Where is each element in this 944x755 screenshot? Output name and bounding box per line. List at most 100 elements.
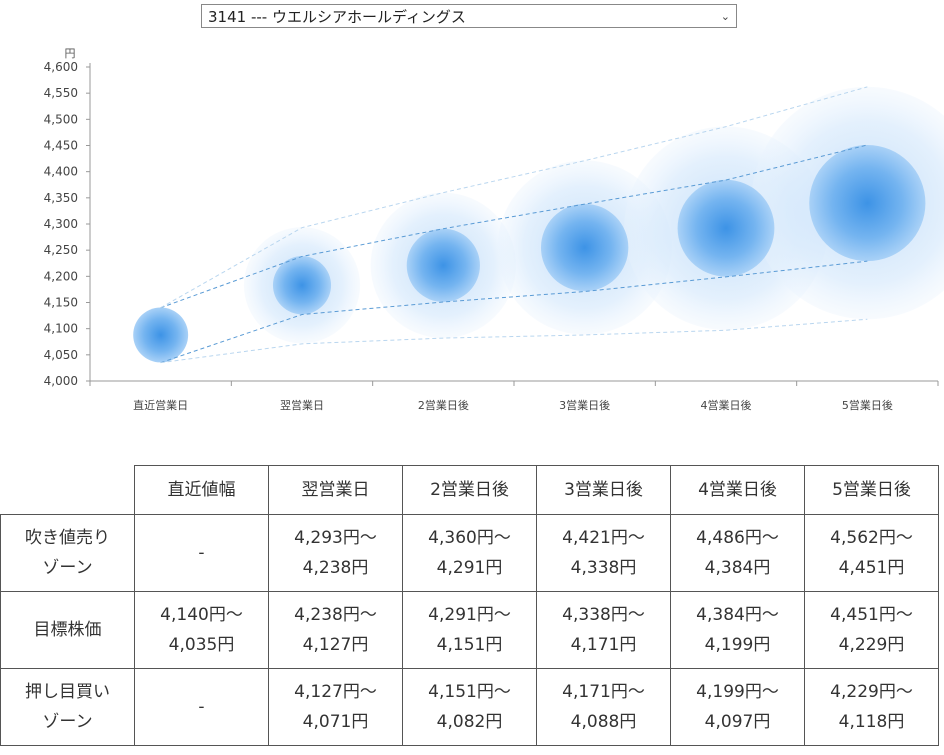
x-tick-label: 5営業日後	[842, 398, 893, 412]
cell-line: 4,097円	[704, 712, 771, 732]
cell-line: 4,199円～	[696, 682, 779, 702]
table-cell: 4,562円～ 4,451円	[804, 514, 939, 592]
table-row: 目標株価 4,140円～ 4,035円 4,238円～ 4,127円 4,291円～ 4,1…	[0, 591, 939, 669]
inner-bubble	[809, 144, 926, 262]
outer-upper-line	[160, 86, 868, 309]
row-header: 押し目買い ゾーン	[0, 668, 135, 746]
stock-select-value: 3141 --- ウエルシアホールディングス	[208, 7, 466, 26]
row-header-line: ゾーン	[42, 712, 93, 732]
cell-line: 4,071円	[302, 712, 369, 732]
cell-line: -	[198, 697, 205, 717]
column-header: 5営業日後	[804, 465, 939, 515]
column-header: 直近値幅	[134, 465, 269, 515]
y-tick-label: 4,500	[44, 112, 78, 126]
table-cell: 4,360円～ 4,291円	[402, 514, 537, 592]
x-tick-label: 3営業日後	[559, 398, 610, 412]
y-tick-label: 4,400	[44, 165, 78, 179]
cell-line: 4,229円	[838, 635, 905, 655]
y-tick-label: 4,050	[44, 348, 78, 362]
cell-line: 4,199円	[704, 635, 771, 655]
cell-line: 4,171円～	[562, 682, 645, 702]
zone-table: 直近値幅 翌営業日 2営業日後 3営業日後 4営業日後 5営業日後 吹き値売り ゾーン - 4,…	[0, 465, 939, 746]
cell-line: 4,421円～	[562, 528, 645, 548]
cell-line: 4,451円～	[830, 605, 913, 625]
x-tick-label: 2営業日後	[418, 398, 469, 412]
cell-line: 4,171円	[570, 635, 637, 655]
cell-line: 4,338円～	[562, 605, 645, 625]
table-cell: 4,199円～ 4,097円	[670, 668, 805, 746]
table-cell: 4,293円～ 4,238円	[268, 514, 403, 592]
outer-lower-line	[160, 318, 868, 364]
cell-line: 4,384円	[704, 558, 771, 578]
cell-line: 4,562円～	[830, 528, 913, 548]
band-upper-line	[160, 144, 868, 309]
cell-line: 4,118円	[838, 712, 905, 732]
y-tick-label: 4,350	[44, 191, 78, 205]
cell-line: 4,082円	[436, 712, 503, 732]
table-row: 押し目買いゾーン - 4,127円～ 4,071円 4,151円～ 4,082円 4,171…	[0, 668, 939, 746]
cell-line: 4,384円～	[696, 605, 779, 625]
column-header: 3営業日後	[536, 465, 671, 515]
cell-line: 4,035円	[168, 635, 235, 655]
cell-line: -	[198, 543, 205, 563]
table-cell: 4,171円～ 4,088円	[536, 668, 671, 746]
y-tick-label: 4,100	[44, 322, 78, 336]
table-cell: 4,291円～ 4,151円	[402, 591, 537, 669]
forecast-chart: 円 4,000 4,050 4,100 4,150 4,200 4,250 4,300 4,35…	[44, 47, 944, 412]
y-tick-label: 4,150	[44, 296, 78, 310]
cell-line: 4,293円～	[294, 528, 377, 548]
x-tick-label: 直近営業日	[133, 398, 188, 412]
table-cell: 4,140円～ 4,035円	[134, 591, 269, 669]
table-cell: 4,238円～ 4,127円	[268, 591, 403, 669]
x-tick-label: 4営業日後	[701, 398, 752, 412]
cell-line: 4,127円	[302, 635, 369, 655]
y-tick-label: 4,450	[44, 139, 78, 153]
y-unit-label: 円	[65, 47, 76, 60]
table-corner	[0, 465, 135, 515]
band-lower-line	[160, 260, 868, 364]
table-cell: 4,421円～ 4,338円	[536, 514, 671, 592]
cell-line: 4,238円	[302, 558, 369, 578]
y-tick-label: 4,300	[44, 217, 78, 231]
cell-line: 4,338円	[570, 558, 637, 578]
table-cell: 4,384円～ 4,199円	[670, 591, 805, 669]
cell-line: 4,140円～	[160, 605, 243, 625]
row-header-line: 目標株価	[33, 620, 102, 640]
cell-line: 4,088円	[570, 712, 637, 732]
row-header: 目標株価	[0, 591, 135, 669]
inner-bubble	[406, 228, 480, 302]
table-cell: 4,151円～ 4,082円	[402, 668, 537, 746]
table-row: 吹き値売り ゾーン - 4,293円～ 4,238円 4,360円～ 4,291円 4,421…	[0, 514, 939, 592]
table-cell: 4,127円～ 4,071円	[268, 668, 403, 746]
table-header-row: 直近値幅 翌営業日 2営業日後 3営業日後 4営業日後 5営業日後	[0, 465, 939, 515]
cell-line: 4,229円～	[830, 682, 913, 702]
cell-line: 4,127円～	[294, 682, 377, 702]
table-cell: -	[134, 514, 269, 592]
y-tick-label: 4,550	[44, 86, 78, 100]
cell-line: 4,151円	[436, 635, 503, 655]
table-cell: 4,338円～ 4,171円	[536, 591, 671, 669]
cell-line: 4,291円～	[428, 605, 511, 625]
inner-bubble	[677, 179, 775, 277]
row-header-line: 吹き値売り	[25, 528, 110, 548]
x-tick-label: 翌営業日	[280, 398, 324, 412]
cell-line: 4,151円～	[428, 682, 511, 702]
cell-line: 4,360円～	[428, 528, 511, 548]
table-cell: 4,229円～ 4,118円	[804, 668, 939, 746]
row-header-line: 押し目買い	[25, 682, 110, 702]
stock-select[interactable]: 3141 --- ウエルシアホールディングス ⌄	[201, 4, 737, 28]
cell-line: 4,451円	[838, 558, 905, 578]
row-header: 吹き値売り ゾーン	[0, 514, 135, 592]
table-cell: -	[134, 668, 269, 746]
column-header: 4営業日後	[670, 465, 805, 515]
cell-line: 4,486円～	[696, 528, 779, 548]
chevron-down-icon: ⌄	[720, 9, 730, 23]
column-header: 翌営業日	[268, 465, 403, 515]
y-tick-label: 4,000	[44, 374, 78, 388]
inner-bubble	[133, 307, 189, 363]
cell-line: 4,291円	[436, 558, 503, 578]
table-cell: 4,451円～ 4,229円	[804, 591, 939, 669]
table-cell: 4,486円～ 4,384円	[670, 514, 805, 592]
y-tick-label: 4,600	[44, 60, 78, 74]
inner-bubble	[540, 203, 629, 292]
